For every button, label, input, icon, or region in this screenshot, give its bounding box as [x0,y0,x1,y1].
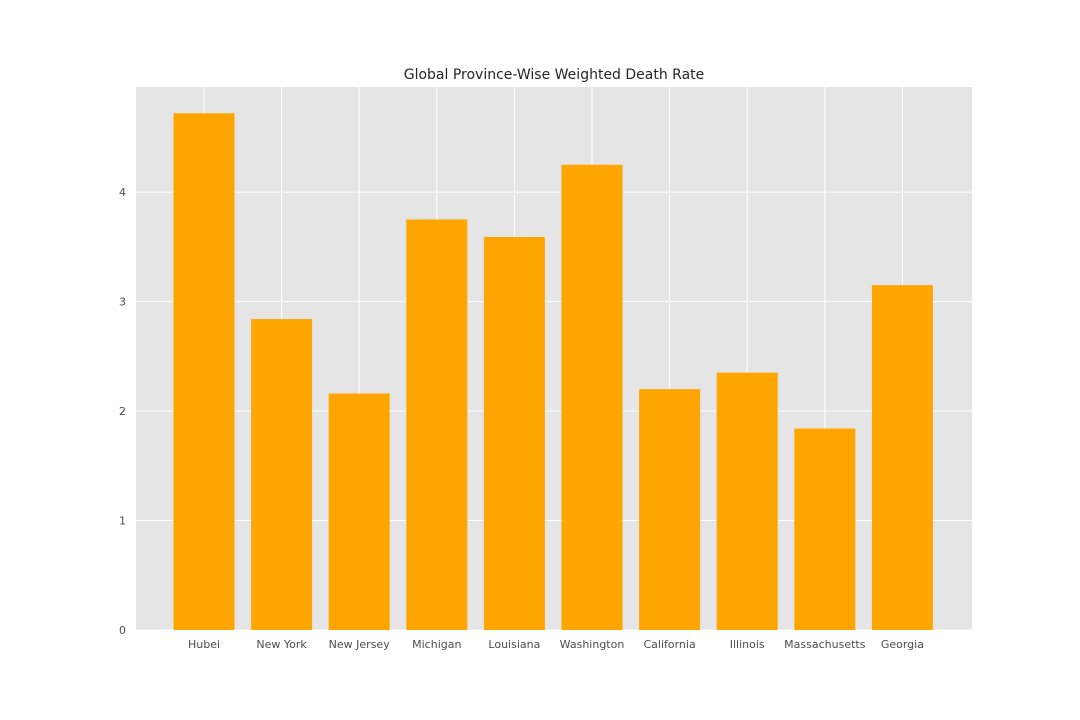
bar-georgia [871,285,933,630]
x-tick-label: New Jersey [329,638,391,651]
bar-california [639,389,701,630]
bar-louisiana [483,236,545,630]
x-tick-label: Washington [560,638,625,651]
bar-michigan [406,219,468,630]
bar-illinois [716,372,778,630]
x-tick-label: Massachusetts [784,638,866,651]
x-tick-labels: Hubei New York New Jersey Michigan Louisiana… [188,638,924,651]
x-tick-label: Louisiana [488,638,540,651]
y-tick-labels: 0 1 2 3 4 [119,186,126,637]
y-tick-label: 4 [119,186,126,199]
x-tick-label: Illinois [730,638,765,651]
y-tick-label: 1 [119,515,126,528]
y-tick-label: 0 [119,624,126,637]
x-tick-label: New York [256,638,307,651]
bar-new-jersey [328,393,390,630]
x-tick-label: California [643,638,695,651]
bar-new-york [251,319,313,630]
x-tick-label: Georgia [881,638,924,651]
bar-washington [561,164,623,630]
y-tick-label: 2 [119,405,126,418]
chart-title: Global Province-Wise Weighted Death Rate [404,67,705,83]
bars [173,113,933,631]
bar-hubei [173,113,235,631]
x-tick-label: Hubei [188,638,220,651]
x-tick-label: Michigan [412,638,461,651]
bar-massachusetts [794,428,856,630]
y-tick-label: 3 [119,296,126,309]
